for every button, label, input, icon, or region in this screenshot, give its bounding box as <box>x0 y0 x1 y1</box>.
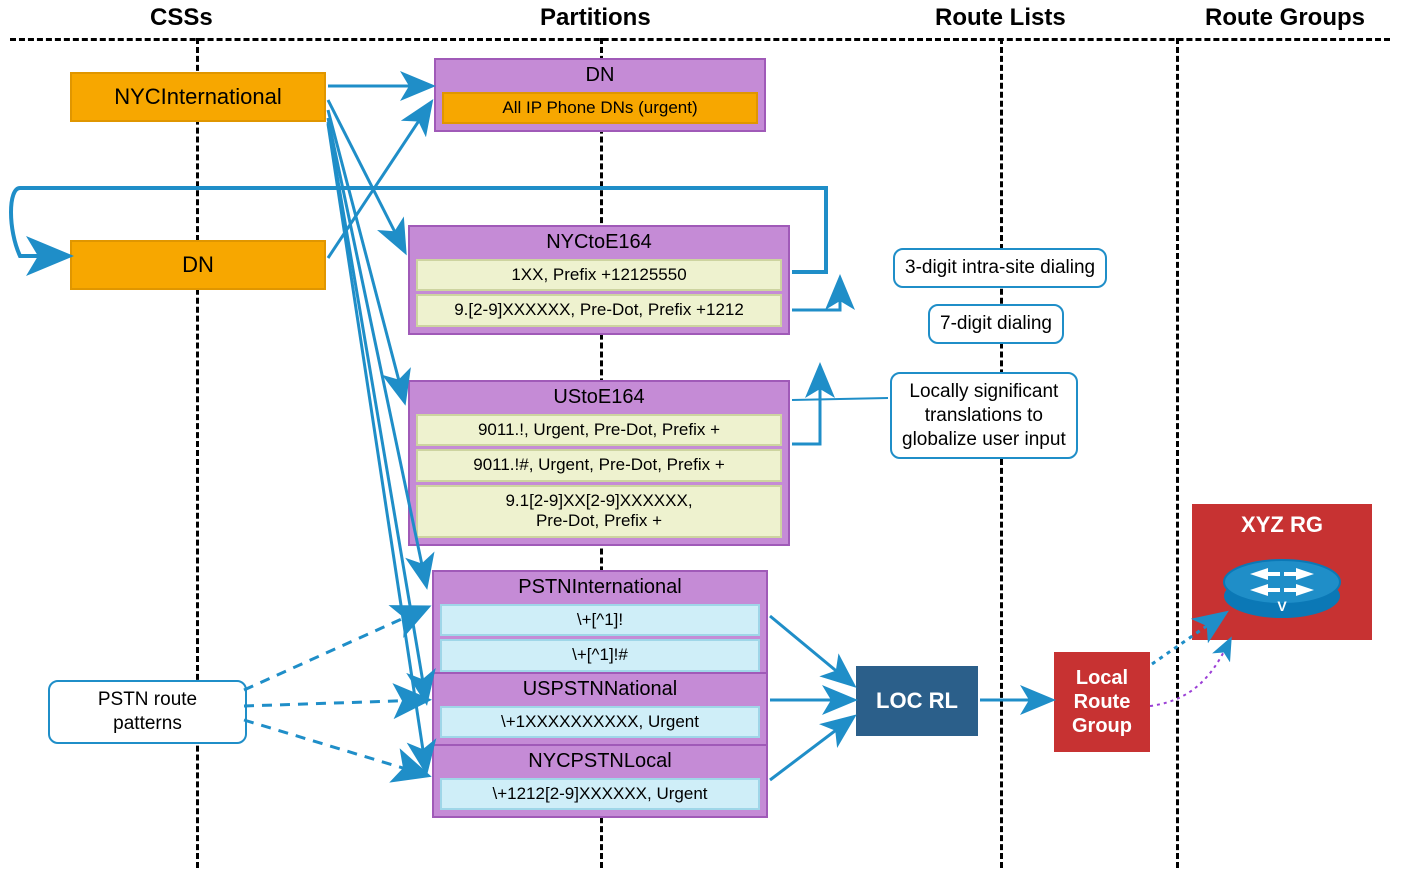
partition-pstnintl-title: PSTNInternational <box>518 576 681 599</box>
partition-dn-row0: All IP Phone DNs (urgent) <box>442 92 758 124</box>
dash-horizontal <box>10 38 1390 41</box>
partition-nyctoe164-title: NYCtoE164 <box>546 231 652 254</box>
partition-uspstnnational: USPSTNNational \+1XXXXXXXXXX, Urgent <box>432 672 768 746</box>
partition-ustoe164-row0: 9011.!, Urgent, Pre-Dot, Prefix + <box>416 414 782 446</box>
partition-nyctoe164: NYCtoE164 1XX, Prefix +12125550 9.[2-9]X… <box>408 225 790 335</box>
partition-nycpstnlocal-row0: \+1212[2-9]XXXXXX, Urgent <box>440 778 760 810</box>
local-route-group: Local Route Group <box>1054 652 1150 752</box>
partition-ustoe164-row1: 9011.!#, Urgent, Pre-Dot, Prefix + <box>416 449 782 481</box>
partition-uspstnnational-row0: \+1XXXXXXXXXX, Urgent <box>440 706 760 738</box>
partition-ustoe164: UStoE164 9011.!, Urgent, Pre-Dot, Prefix… <box>408 380 790 546</box>
svg-text:V: V <box>1277 598 1287 614</box>
partition-dn-title: DN <box>586 64 615 87</box>
css-dn: DN <box>70 240 326 290</box>
router-icon: V <box>1220 548 1344 622</box>
partition-pstnintl-row0: \+[^1]! <box>440 604 760 636</box>
partition-dn: DN All IP Phone DNs (urgent) <box>434 58 766 132</box>
css-nyc-international: NYCInternational <box>70 72 326 122</box>
xyz-rg-label: XYZ RG <box>1241 512 1323 538</box>
partition-nycpstnlocal-title: NYCPSTNLocal <box>528 750 671 773</box>
loc-rl: LOC RL <box>856 666 978 736</box>
partition-nyctoe164-row1: 9.[2-9]XXXXXX, Pre-Dot, Prefix +1212 <box>416 294 782 326</box>
dash-v1 <box>196 38 199 868</box>
partition-pstnintl-row1: \+[^1]!# <box>440 639 760 671</box>
callout-3digit: 3-digit intra-site dialing <box>893 248 1107 288</box>
partition-pstnintl: PSTNInternational \+[^1]! \+[^1]!# <box>432 570 768 680</box>
header-csss: CSSs <box>150 4 213 32</box>
header-partitions: Partitions <box>540 4 651 32</box>
pstn-route-patterns: PSTN route patterns <box>48 680 247 744</box>
callout-locally: Locally significant translations to glob… <box>890 372 1078 459</box>
pstn-route-patterns-text: PSTN route patterns <box>98 689 197 734</box>
partition-nycpstnlocal: NYCPSTNLocal \+1212[2-9]XXXXXX, Urgent <box>432 744 768 818</box>
partition-ustoe164-title: UStoE164 <box>553 386 644 409</box>
header-routegroups: Route Groups <box>1205 4 1365 32</box>
callout-7digit: 7-digit dialing <box>928 304 1064 344</box>
partition-uspstnnational-title: USPSTNNational <box>523 678 678 701</box>
partition-ustoe164-row2: 9.1[2-9]XX[2-9]XXXXXX, Pre-Dot, Prefix + <box>416 485 782 538</box>
partition-nyctoe164-row0: 1XX, Prefix +12125550 <box>416 259 782 291</box>
dash-v4 <box>1176 38 1179 868</box>
header-routelists: Route Lists <box>935 4 1066 32</box>
